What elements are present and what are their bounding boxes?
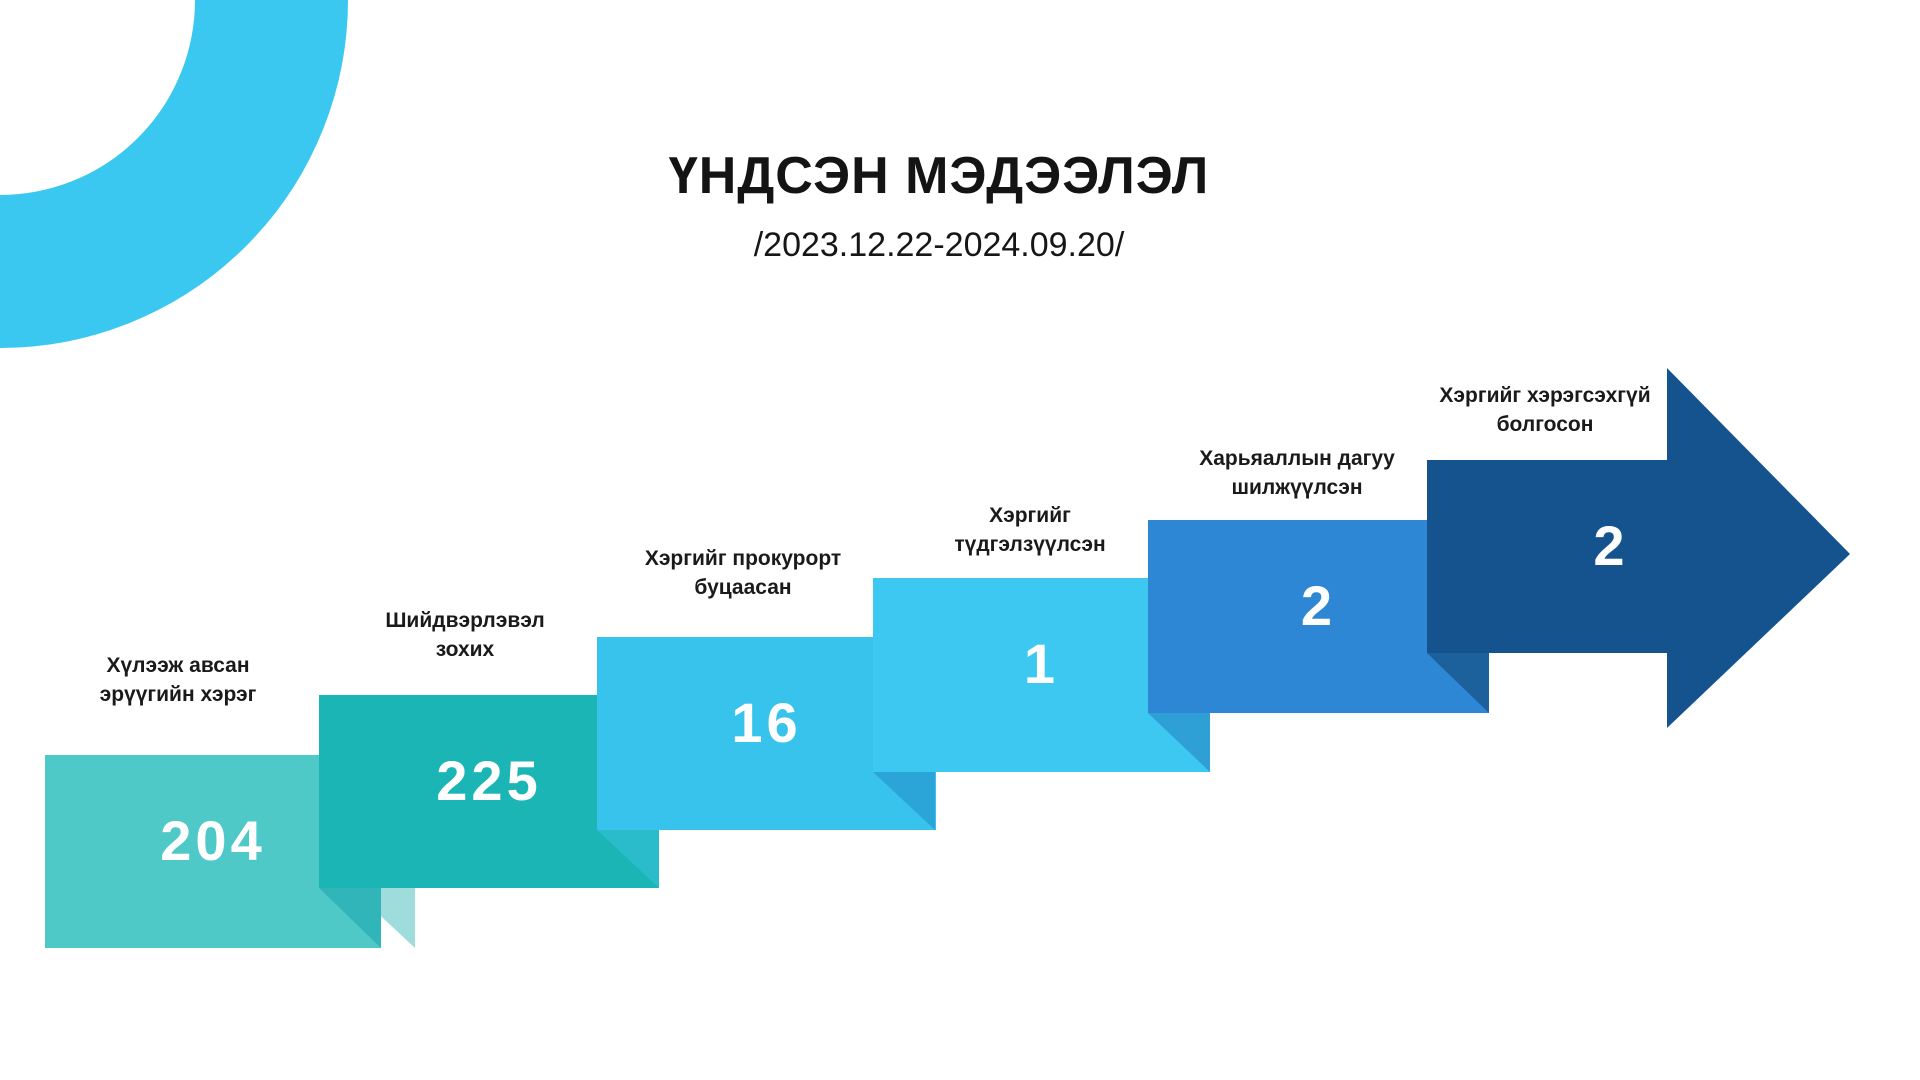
arrow-shape: [1427, 368, 1850, 728]
step-label-returned-to-prosecutor: Хэргийг прокурорт буцаасан: [644, 547, 842, 599]
arrow-polygon: [1427, 368, 1850, 728]
decorative-ring-shape: [0, 0, 348, 348]
step-value: 16: [731, 691, 802, 754]
ribbon-fold: [381, 888, 415, 948]
step-label-dismissed-cases: Хэргийг хэрэгсэхгүй болгосон: [1439, 384, 1651, 436]
step-block-dismissed-cases: 2: [1427, 460, 1795, 653]
step-label-transferred-by-jurisdiction: Харьяаллын дагуу шилжүүлсэн: [1199, 447, 1395, 499]
step-value: 1: [1023, 632, 1060, 695]
step-label-to-resolve: Шийдвэрлэвэл зохих: [385, 609, 545, 661]
step-label-suspended-cases: Хэргийг түдгэлзүүлсэн: [954, 504, 1106, 556]
step-value: 225: [436, 749, 542, 812]
step-value: 2: [1300, 574, 1337, 637]
page-title: ҮНДСЭН МЭДЭЭЛЭЛ: [668, 147, 1210, 205]
step-value: 2: [1593, 514, 1629, 577]
step-value: 204: [160, 809, 266, 872]
date-range-subtitle: /2023.12.22-2024.09.20/: [753, 226, 1125, 264]
step-label-received-cases: Хүлээж авсан эрүүгийн хэрэг: [99, 654, 257, 706]
